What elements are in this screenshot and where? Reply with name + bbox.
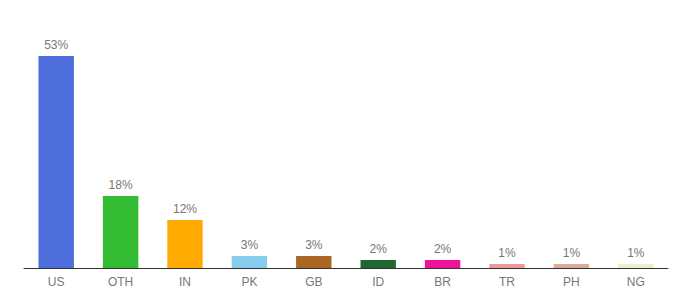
- svg-text:US: US: [48, 275, 65, 289]
- svg-text:3%: 3%: [305, 238, 323, 252]
- svg-text:IN: IN: [179, 275, 191, 289]
- svg-text:GB: GB: [305, 275, 322, 289]
- svg-text:18%: 18%: [109, 178, 133, 192]
- svg-text:3%: 3%: [241, 238, 259, 252]
- svg-text:NG: NG: [627, 275, 645, 289]
- svg-text:1%: 1%: [627, 246, 645, 260]
- svg-text:1%: 1%: [563, 246, 581, 260]
- svg-text:PH: PH: [563, 275, 580, 289]
- svg-text:53%: 53%: [44, 38, 68, 52]
- svg-text:OTH: OTH: [108, 275, 133, 289]
- svg-text:TR: TR: [499, 275, 515, 289]
- svg-text:ID: ID: [372, 275, 384, 289]
- svg-text:12%: 12%: [173, 202, 197, 216]
- svg-text:1%: 1%: [498, 246, 516, 260]
- svg-text:2%: 2%: [370, 242, 388, 256]
- svg-text:PK: PK: [241, 275, 257, 289]
- svg-text:2%: 2%: [434, 242, 452, 256]
- svg-text:BR: BR: [434, 275, 451, 289]
